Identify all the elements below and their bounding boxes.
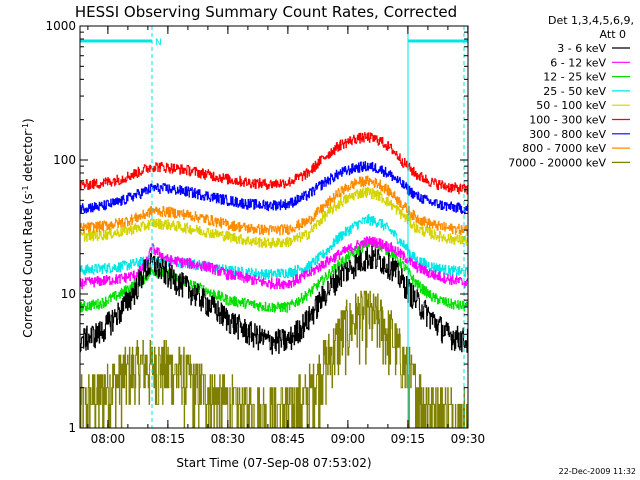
series-line-3-6-kev <box>80 246 469 355</box>
plot-frame <box>79 25 469 429</box>
series-line-12-25-kev <box>80 238 469 313</box>
series-layer <box>80 132 469 429</box>
y-axis-label-main: Corrected Count Rate (s <box>21 193 35 337</box>
series-line-100-300-kev <box>80 132 469 195</box>
x-tick-label: 08:45 <box>271 432 306 446</box>
x-axis-label: Start Time (07-Sep-08 07:53:02) <box>176 456 371 470</box>
x-tick-label: 09:00 <box>331 432 366 446</box>
y-axis-label-sup2: -1 <box>21 123 30 131</box>
legend-label-100-300-kev: 100 - 300 keV <box>529 114 606 127</box>
x-tick-label: 09:30 <box>451 432 486 446</box>
y-tick-label: 1 <box>68 421 76 435</box>
y-axis-label-mid: detector <box>21 131 35 186</box>
series-line-300-800-kev <box>80 161 469 215</box>
legend-label-7000-20000-kev: 7000 - 20000 keV <box>508 156 606 169</box>
series-line-50-100-kev <box>80 187 469 249</box>
y-tick-label: 10 <box>61 287 76 301</box>
legend-label-50-100-kev: 50 - 100 keV <box>536 99 606 112</box>
legend-header-line2: Att 0 <box>600 28 626 41</box>
timestamp: 22-Dec-2009 11:32 <box>559 467 636 476</box>
legend-label-800-7000-kev: 800 - 7000 keV <box>522 142 606 155</box>
night-bar-label: N <box>155 38 162 48</box>
x-tick-label: 09:15 <box>391 432 426 446</box>
legend-label-12-25-kev: 12 - 25 keV <box>543 71 606 84</box>
y-tick-label: 100 <box>53 153 76 167</box>
legend-label-3-6-kev: 3 - 6 keV <box>557 42 606 55</box>
chart-title: HESSI Observing Summary Count Rates, Cor… <box>75 3 457 21</box>
axis-ticks: 1 10 100 1000 08:00 08:15 08:30 08:45 09:00 09:15… <box>45 19 485 446</box>
x-tick-label: 08:15 <box>151 432 186 446</box>
y-axis-label-end: ) <box>21 118 35 123</box>
x-tick-label: 08:00 <box>91 432 126 446</box>
y-axis-label-sup1: -1 <box>21 185 30 193</box>
legend-label-6-12-kev: 6 - 12 keV <box>550 56 606 69</box>
legend-label-300-800-kev: 300 - 800 keV <box>529 128 606 141</box>
legend-header-line1: Det 1,3,4,5,6,9, <box>548 14 634 27</box>
y-tick-label: 1000 <box>45 19 76 33</box>
series-line-800-7000-kev <box>80 175 469 236</box>
overlay-layer: N <box>80 26 468 428</box>
x-tick-label: 08:30 <box>211 432 246 446</box>
legend-label-25-50-kev: 25 - 50 keV <box>543 85 606 98</box>
y-axis-label: Corrected Count Rate (s-1 detector-1) <box>21 118 35 337</box>
